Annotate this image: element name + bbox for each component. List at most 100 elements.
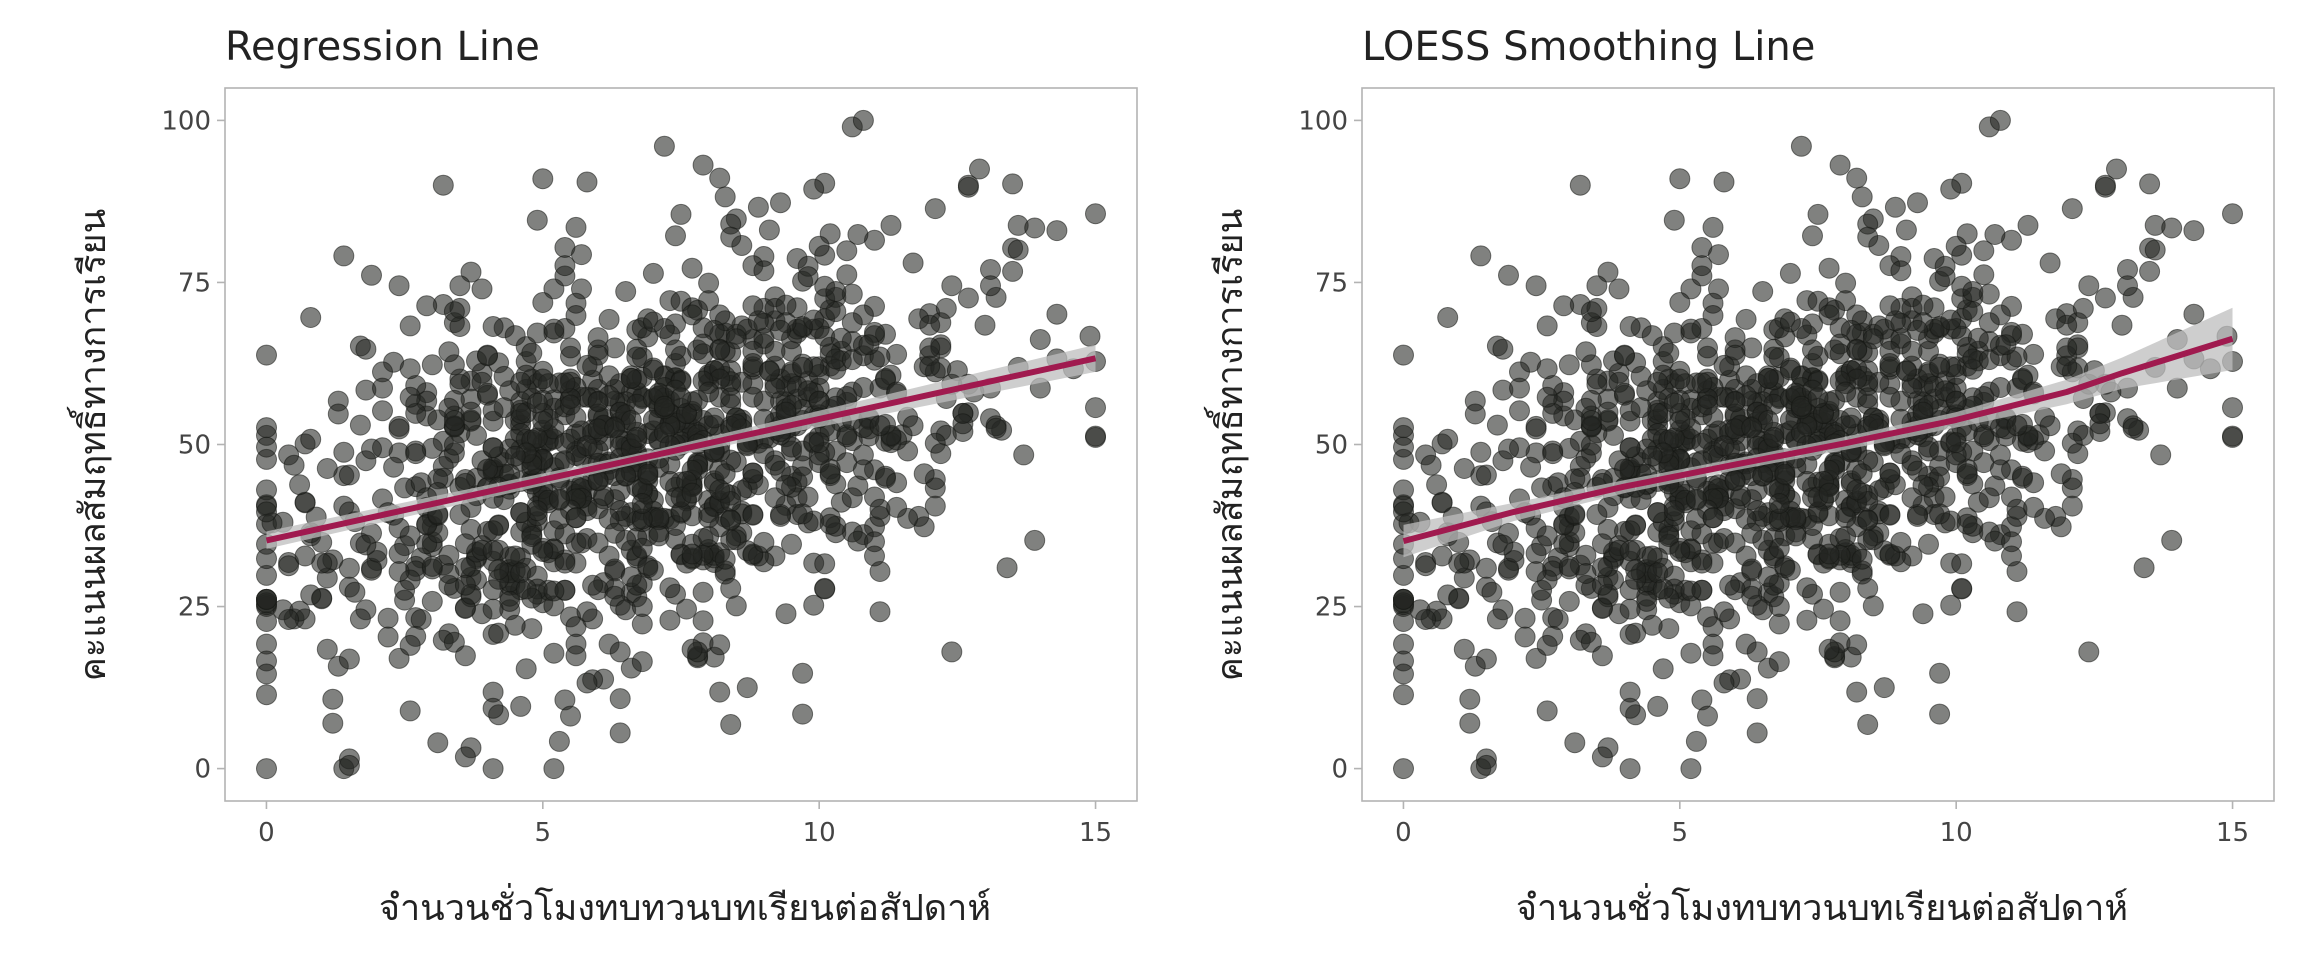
data-point	[1475, 557, 1497, 579]
data-point	[770, 192, 791, 214]
data-point	[642, 359, 664, 381]
data-point	[482, 697, 504, 719]
data-point	[1619, 437, 1641, 459]
data-point	[742, 462, 764, 484]
y-tick-label: 50	[1315, 431, 1348, 461]
data-point	[349, 414, 371, 436]
data-point	[2122, 417, 2144, 439]
data-point	[399, 634, 421, 656]
data-point	[1641, 445, 1663, 467]
data-point	[1912, 474, 1934, 496]
data-point	[1956, 513, 1978, 535]
data-point	[1951, 553, 1973, 575]
data-point	[1498, 438, 1519, 460]
data-point	[1558, 555, 1580, 577]
data-point	[1453, 638, 1475, 660]
data-point	[1934, 266, 1956, 288]
data-point	[1978, 487, 2000, 509]
data-point	[1619, 540, 1641, 562]
data-point	[1437, 307, 1459, 328]
data-point	[427, 732, 449, 754]
data-point	[1470, 245, 1492, 267]
data-point	[2078, 275, 2100, 297]
data-point	[565, 216, 587, 238]
data-point	[1702, 507, 1724, 529]
data-point	[1536, 358, 1558, 380]
data-point	[1046, 303, 1068, 325]
data-point	[1846, 634, 1868, 656]
data-point	[615, 281, 637, 302]
data-point	[554, 432, 576, 454]
data-point	[377, 607, 399, 629]
data-point	[1907, 319, 1928, 341]
smooth-layer	[265, 344, 1097, 549]
data-point	[2017, 214, 2039, 236]
y-tick-label: 100	[161, 106, 211, 136]
data-point	[880, 214, 902, 236]
data-point	[2061, 198, 2083, 220]
data-point	[1879, 504, 1901, 526]
data-point	[969, 158, 990, 180]
data-point	[421, 590, 443, 612]
data-point	[1741, 522, 1763, 544]
data-point	[1663, 209, 1685, 231]
data-point	[692, 610, 714, 632]
data-point	[1619, 598, 1641, 620]
data-point	[1393, 663, 1414, 685]
data-point	[1940, 309, 1962, 331]
data-point	[609, 722, 631, 744]
data-point	[1779, 311, 1801, 333]
data-point	[714, 186, 736, 208]
data-point	[1763, 426, 1785, 448]
data-point	[1669, 541, 1691, 562]
data-point	[924, 495, 946, 517]
data-point	[1989, 377, 2011, 398]
data-point	[604, 522, 626, 544]
data-point	[1746, 641, 1768, 663]
data-point	[576, 354, 598, 376]
data-point	[372, 377, 393, 399]
data-point	[256, 417, 277, 439]
data-point	[1542, 443, 1564, 465]
data-point	[554, 372, 576, 394]
data-point	[1509, 377, 1530, 399]
data-point	[493, 397, 515, 419]
data-point	[421, 555, 443, 577]
data-point	[747, 196, 769, 218]
data-point	[1415, 555, 1437, 577]
data-point	[886, 472, 908, 494]
data-point	[416, 295, 438, 317]
data-point	[1470, 441, 1492, 463]
data-point	[587, 391, 609, 413]
data-point	[1525, 542, 1547, 564]
data-point	[300, 428, 322, 450]
data-point	[852, 377, 874, 398]
data-point	[278, 609, 300, 630]
data-point	[355, 534, 377, 556]
data-point	[1713, 601, 1735, 623]
data-point	[1768, 493, 1790, 514]
data-point	[1459, 712, 1481, 734]
data-point	[1978, 312, 2000, 334]
data-point	[1818, 638, 1840, 660]
data-point	[1846, 681, 1868, 703]
data-point	[460, 401, 482, 423]
data-point	[338, 557, 360, 579]
data-point	[532, 168, 554, 190]
data-point	[377, 626, 399, 648]
data-point	[1945, 235, 1967, 257]
data-point	[598, 365, 620, 387]
data-point	[1564, 732, 1586, 754]
data-point	[1393, 344, 1414, 366]
data-point	[1796, 577, 1818, 599]
data-point	[532, 368, 554, 390]
data-point	[1597, 401, 1619, 423]
data-point	[510, 371, 532, 393]
data-point	[543, 580, 565, 602]
data-point	[1691, 255, 1713, 277]
data-point	[714, 548, 736, 570]
data-point	[620, 367, 642, 389]
data-point	[1890, 531, 1912, 553]
data-point	[1486, 414, 1508, 436]
y-axis: 0 25 50 75 100	[1298, 106, 1362, 785]
